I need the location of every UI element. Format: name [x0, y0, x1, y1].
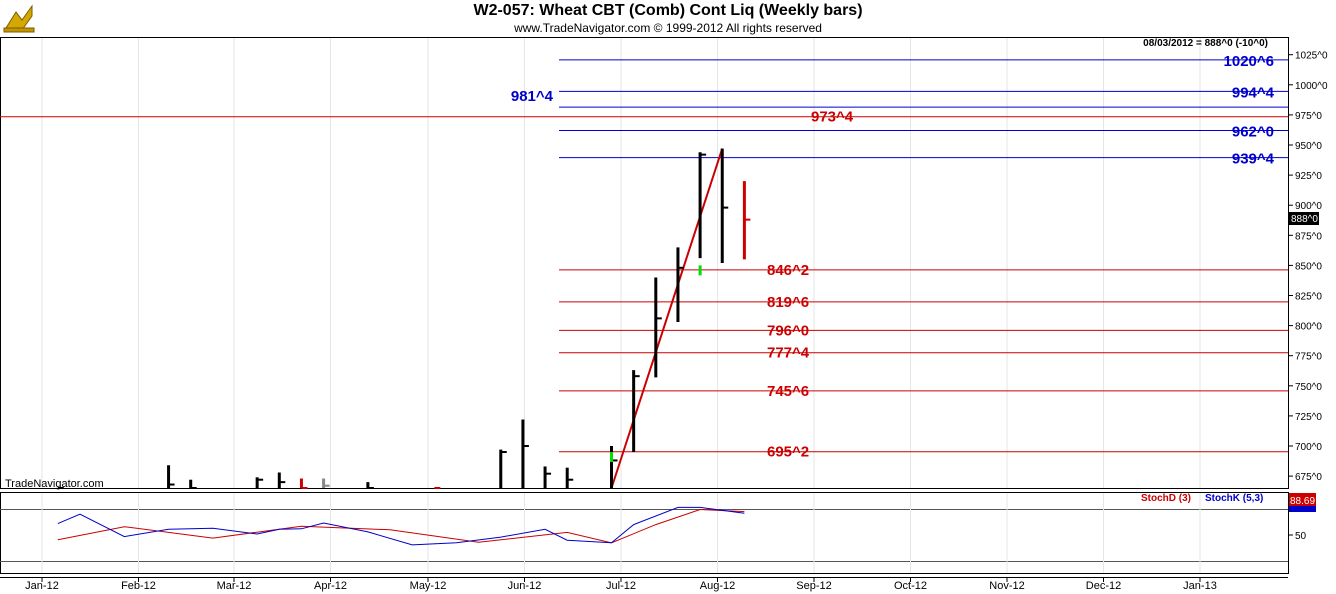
y-tick-label: 900^0	[1295, 201, 1322, 212]
x-tick-label: Jan-12	[25, 580, 59, 592]
legend-stochd: StochD (3)	[1141, 493, 1191, 504]
ohlc-bar	[676, 247, 684, 322]
x-tick-label: Nov-12	[989, 580, 1024, 592]
x-tick-label: Dec-12	[1086, 580, 1121, 592]
legend-stochk: StochK (5,3)	[1205, 493, 1263, 504]
watermark-text: TradeNavigator.com	[5, 478, 104, 490]
y-tick-label: 725^0	[1295, 412, 1322, 423]
x-tick-label: Jun-12	[508, 580, 542, 592]
level-label: 846^2	[767, 262, 809, 279]
y-axis-ticks: 675^0 700^0 725^0 750^0 775^0 800^0 825^0 850^0…	[1288, 51, 1328, 542]
x-tick-label: Jan-13	[1183, 580, 1217, 592]
y-tick-label: 750^0	[1295, 382, 1322, 393]
ohlc-bar	[565, 467, 574, 488]
x-tick-label: Aug-12	[700, 580, 735, 592]
ohlc-bars	[57, 148, 751, 489]
y-tick-label: 875^0	[1295, 231, 1322, 242]
x-tick-label: Feb-12	[121, 580, 156, 592]
y-tick-label: 775^0	[1295, 352, 1322, 363]
y-tick-label: 975^0	[1295, 111, 1322, 122]
x-tick-label: May-12	[410, 580, 447, 592]
ohlc-bar	[322, 478, 330, 488]
stochastic-lines	[57, 506, 745, 546]
y-tick-label: 950^0	[1295, 141, 1322, 152]
y-tick-label: 675^0	[1295, 472, 1322, 483]
y-tick-label: 850^0	[1295, 261, 1322, 272]
level-label: 745^6	[767, 383, 809, 400]
ohlc-bar	[277, 472, 286, 488]
y-tick-label: 800^0	[1295, 322, 1322, 333]
trendline-line	[610, 148, 724, 489]
x-tick-label: Oct-12	[894, 580, 927, 592]
level-label: 777^4	[767, 345, 810, 362]
ohlc-bar	[720, 148, 729, 263]
level-label: 695^2	[767, 444, 809, 461]
x-tick-label: Apr-12	[314, 580, 347, 592]
level-label: 1020^6	[1224, 53, 1274, 70]
level-label: 994^4	[1232, 84, 1275, 101]
ohlc-bar	[299, 478, 308, 489]
price-panel-frame	[0, 37, 1289, 489]
level-label: 796^0	[767, 322, 809, 339]
chart-title: W2-057: Wheat CBT (Comb) Cont Liq (Weekl…	[473, 2, 863, 19]
level-label: 819^6	[767, 294, 809, 311]
ohlc-bar	[189, 479, 197, 489]
y-tick-label: 1000^0	[1295, 81, 1328, 92]
ohlc-bar	[698, 152, 707, 259]
y-tick-label: 700^0	[1295, 442, 1322, 453]
y-tick-label: 925^0	[1295, 171, 1322, 182]
stoch-series-line	[57, 508, 745, 544]
y-tick-label: 825^0	[1295, 292, 1322, 303]
last-price-tag: 888^0	[1289, 212, 1319, 225]
ohlc-bar	[654, 277, 662, 378]
stoch-series-line	[57, 506, 745, 546]
ohlc-bar	[543, 466, 552, 488]
last-price-value: 888^0	[1291, 214, 1318, 225]
x-tick-label: Sep-12	[796, 580, 831, 592]
stoch-last-value: 88.69	[1290, 496, 1315, 507]
chart-subtitle: www.TradeNavigator.com © 1999-2012 All r…	[514, 21, 822, 35]
ohlc-bar	[366, 482, 374, 489]
ohlc-bar	[632, 370, 640, 453]
x-axis-ticks: Jan-12 Feb-12 Mar-12 Apr-12 May-12 Jun-12 Jul-…	[25, 577, 1217, 592]
ohlc-bar	[167, 465, 175, 488]
ohlc-bar	[742, 181, 751, 260]
trendline	[610, 148, 724, 489]
level-label: 981^4	[511, 88, 554, 105]
x-tick-label: Jul-12	[606, 580, 636, 592]
stoch-y-tick-label: 50	[1295, 531, 1307, 542]
ohlc-bar	[499, 449, 507, 488]
quote-text: 08/03/2012 = 888^0 (-10^0)	[1143, 38, 1268, 49]
level-label: 962^0	[1232, 124, 1274, 141]
x-tick-label: Mar-12	[217, 580, 252, 592]
level-label: 939^4	[1232, 151, 1275, 168]
stoch-value-tag: 88.69	[1289, 493, 1316, 512]
stoch-panel-frame	[0, 492, 1289, 574]
level-label: 973^4	[811, 109, 854, 126]
price-levels: 1020^6 994^4 981^4 973^4 962^0 939^4 846^2 819^…	[0, 53, 1288, 461]
y-tick-label: 1025^0	[1295, 51, 1328, 62]
ohlc-bar	[255, 477, 264, 488]
ohlc-bar	[521, 419, 529, 488]
tradenavigator-logo-icon	[2, 2, 36, 34]
